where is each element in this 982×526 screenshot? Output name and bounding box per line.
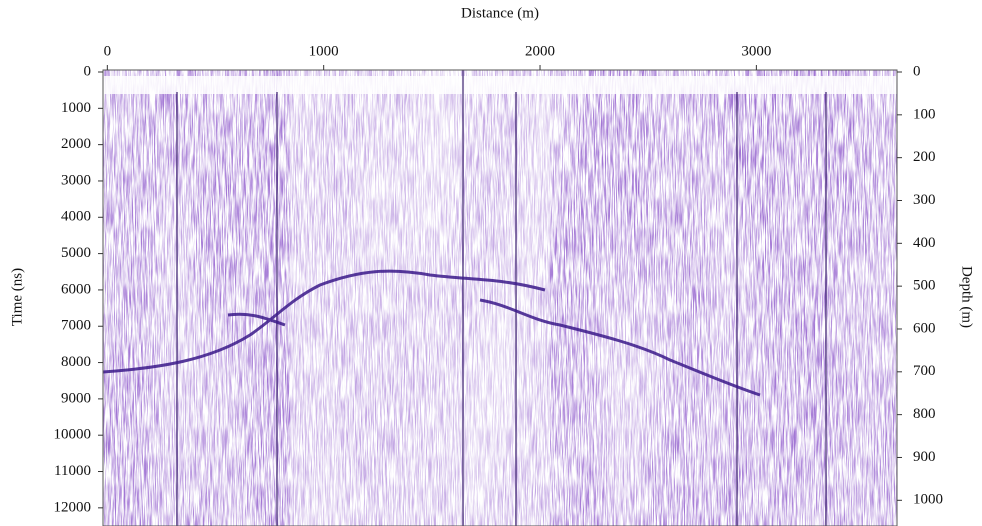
y2-tick-label: 300 bbox=[913, 192, 936, 208]
y-tick-label: 8000 bbox=[61, 354, 91, 370]
y2-tick-label: 800 bbox=[913, 406, 936, 422]
y-tick-label: 7000 bbox=[61, 318, 91, 334]
y2-axis-label: Depth (m) bbox=[959, 266, 975, 328]
y2-tick-label: 200 bbox=[913, 149, 936, 165]
y-tick-label: 11000 bbox=[54, 463, 91, 479]
y2-tick-label: 100 bbox=[913, 106, 936, 122]
y2-tick-label: 0 bbox=[913, 63, 921, 79]
x-tick-label: 1000 bbox=[309, 43, 339, 59]
y-tick-label: 6000 bbox=[61, 281, 91, 297]
y2-tick-label: 600 bbox=[913, 320, 936, 336]
y-axis-label: Time (ns) bbox=[9, 268, 25, 326]
y-tick-label: 12000 bbox=[54, 499, 92, 515]
x-tick-label: 0 bbox=[104, 43, 112, 59]
y-tick-label: 0 bbox=[84, 63, 92, 79]
y-tick-label: 9000 bbox=[61, 390, 91, 406]
y-tick-label: 1000 bbox=[61, 100, 91, 116]
y-tick-label: 2000 bbox=[61, 136, 91, 152]
x-axis-label: Distance (m) bbox=[461, 5, 539, 21]
radargram-image bbox=[103, 70, 897, 526]
y2-tick-label: 700 bbox=[913, 363, 936, 379]
y-tick-label: 4000 bbox=[61, 209, 91, 225]
y-tick-label: 5000 bbox=[61, 245, 91, 261]
y-tick-label: 3000 bbox=[61, 172, 91, 188]
y2-tick-label: 500 bbox=[913, 278, 936, 294]
y2-tick-label: 900 bbox=[913, 449, 936, 465]
x-tick-label: 3000 bbox=[741, 43, 771, 59]
x-tick-label: 2000 bbox=[525, 43, 555, 59]
y2-tick-label: 400 bbox=[913, 235, 936, 251]
y2-tick-label: 1000 bbox=[913, 492, 943, 508]
y-tick-label: 10000 bbox=[54, 427, 92, 443]
